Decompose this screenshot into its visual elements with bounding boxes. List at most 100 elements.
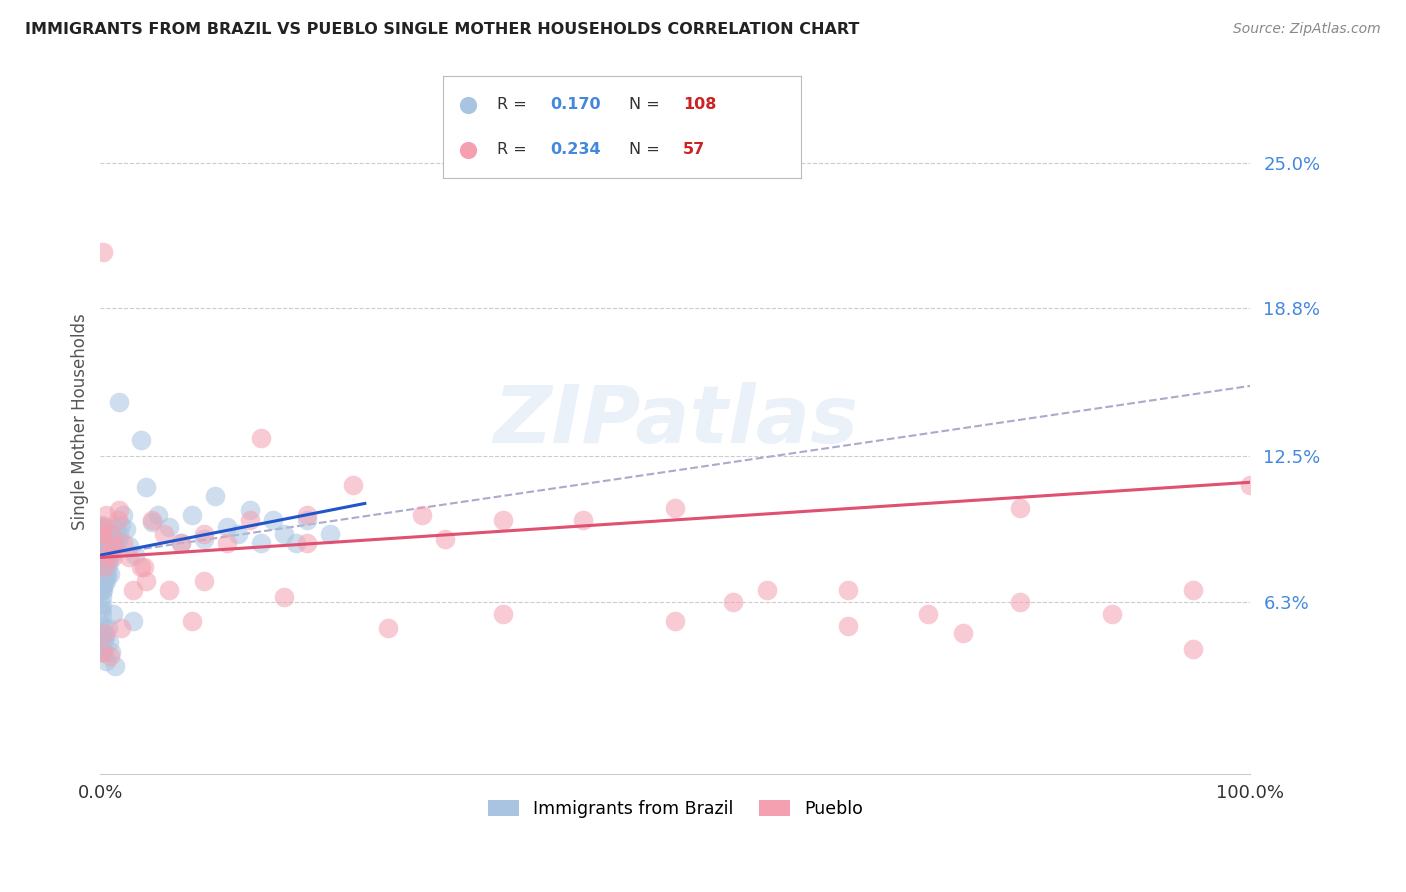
Text: ZIPatlas: ZIPatlas [494, 382, 858, 460]
Point [93, 534, 115, 549]
Point [90, 621, 112, 635]
Point [135, 574, 157, 588]
Point [93, 560, 115, 574]
Point [141, 515, 163, 529]
Point [90, 543, 112, 558]
Point [297, 513, 319, 527]
Point [262, 513, 284, 527]
Point [98, 536, 121, 550]
Point [104, 536, 127, 550]
Point [1010, 595, 1032, 609]
Text: 108: 108 [683, 97, 717, 112]
Point [90, 550, 112, 565]
Legend: Immigrants from Brazil, Pueblo: Immigrants from Brazil, Pueblo [481, 793, 870, 825]
Point [90, 631, 112, 645]
Point [91, 558, 114, 572]
Point [98, 649, 121, 664]
Point [104, 658, 127, 673]
Point [721, 595, 744, 609]
Point [342, 477, 364, 491]
Point [91, 532, 114, 546]
Point [157, 520, 180, 534]
Point [93, 644, 115, 658]
Point [93, 560, 115, 574]
Point [98, 566, 121, 581]
Point [97, 558, 120, 572]
Point [94, 508, 117, 523]
Point [952, 625, 974, 640]
Point [204, 489, 226, 503]
Point [90, 560, 112, 574]
Point [100, 527, 122, 541]
Point [146, 508, 169, 523]
Point [100, 644, 122, 658]
Point [434, 532, 457, 546]
Point [112, 536, 135, 550]
Point [94, 625, 117, 640]
Point [273, 527, 295, 541]
Point [91, 579, 114, 593]
Point [96, 550, 118, 565]
Point [91, 548, 114, 562]
Point [93, 576, 115, 591]
Point [94, 529, 117, 543]
Point [129, 560, 152, 574]
Point [93, 522, 115, 536]
Point [94, 524, 117, 539]
Point [1239, 477, 1261, 491]
Point [93, 541, 115, 555]
Point [96, 550, 118, 565]
Text: 0.234: 0.234 [551, 142, 602, 157]
Point [91, 546, 114, 560]
Point [101, 539, 124, 553]
Point [1181, 583, 1204, 598]
Point [572, 513, 595, 527]
Point [756, 583, 779, 598]
Point [91, 565, 114, 579]
Point [1101, 607, 1123, 621]
Point [297, 536, 319, 550]
Point [141, 513, 163, 527]
Point [91, 541, 114, 555]
Point [110, 517, 132, 532]
Point [90, 607, 112, 621]
Point [94, 548, 117, 562]
Point [97, 524, 120, 539]
Point [93, 543, 115, 558]
Point [107, 503, 129, 517]
Point [124, 548, 146, 562]
Point [98, 543, 121, 558]
Point [457, 97, 479, 112]
Point [96, 569, 118, 583]
Point [132, 560, 155, 574]
Point [110, 621, 132, 635]
Point [411, 508, 433, 523]
Point [91, 524, 114, 539]
Point [377, 621, 399, 635]
Point [91, 555, 114, 569]
Point [492, 513, 515, 527]
Point [114, 522, 136, 536]
Point [193, 574, 215, 588]
Point [93, 539, 115, 553]
Point [1010, 501, 1032, 516]
Point [94, 631, 117, 645]
Point [837, 618, 859, 632]
Point [90, 602, 112, 616]
Point [129, 433, 152, 447]
Text: IMMIGRANTS FROM BRAZIL VS PUEBLO SINGLE MOTHER HOUSEHOLDS CORRELATION CHART: IMMIGRANTS FROM BRAZIL VS PUEBLO SINGLE … [25, 22, 859, 37]
Point [90, 644, 112, 658]
Point [90, 579, 112, 593]
Point [239, 503, 262, 517]
Point [457, 143, 479, 157]
Point [91, 640, 114, 654]
Point [91, 625, 114, 640]
Point [297, 508, 319, 523]
Text: 0.170: 0.170 [551, 97, 602, 112]
Point [91, 598, 114, 612]
Point [91, 517, 114, 532]
Point [90, 527, 112, 541]
Point [664, 501, 686, 516]
Point [103, 539, 125, 553]
Point [94, 566, 117, 581]
